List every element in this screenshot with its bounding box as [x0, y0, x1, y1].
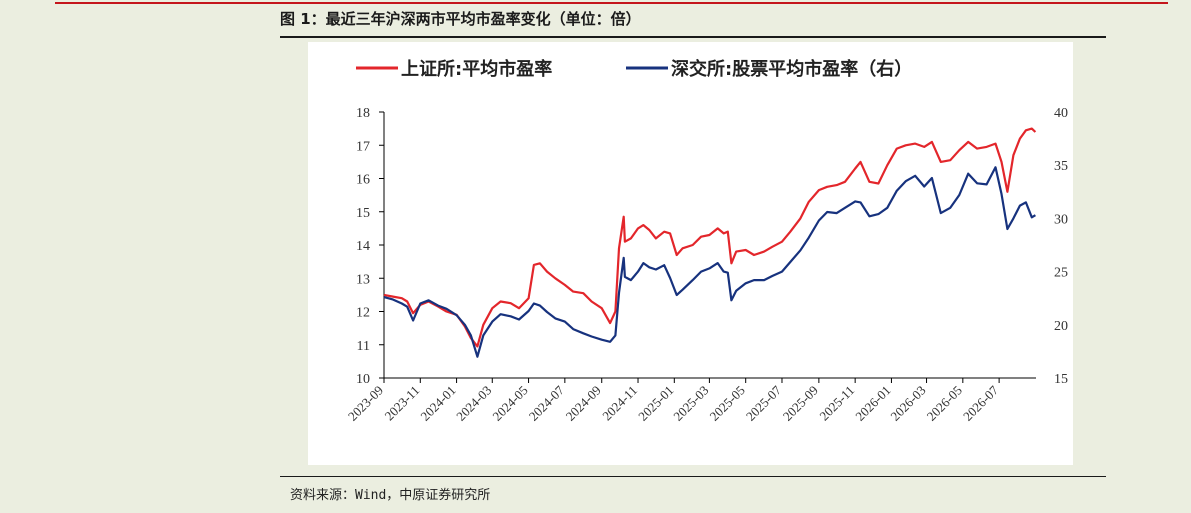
- y-right-tick-label: 40: [1054, 106, 1068, 121]
- x-tick-label: 2024-01: [417, 383, 458, 424]
- x-tick-label: 2026-01: [852, 383, 893, 424]
- x-tick-label: 2024-11: [599, 383, 640, 424]
- x-tick-label: 2024-09: [563, 383, 604, 424]
- x-tick-label: 2026-07: [960, 382, 1002, 424]
- y-left-tick-label: 12: [356, 306, 370, 321]
- y-right-tick-label: 35: [1054, 159, 1068, 174]
- x-tick-label: 2026-03: [887, 383, 928, 424]
- y-left-tick-label: 11: [357, 339, 370, 354]
- chart-panel: 上证所:平均市盈率 深交所:股票平均市盈率（右） 10 11 12 13 14 15 16 1…: [308, 42, 1073, 465]
- source-note: 资料来源：Wind，中原证券研究所: [290, 488, 491, 503]
- y-right-tick-label: 25: [1054, 266, 1068, 281]
- series-group: [383, 127, 1037, 358]
- x-tick-label: 2025-11: [816, 383, 857, 424]
- x-tick-label: 2025-09: [780, 383, 821, 424]
- axes: 1011121314151617181520253035402023-09202…: [345, 106, 1068, 424]
- x-tick-label: 2024-03: [453, 383, 494, 424]
- series-line-szse: [383, 166, 1036, 358]
- y-right-tick-label: 30: [1054, 212, 1068, 227]
- y-left-tick-label: 16: [356, 173, 370, 188]
- bottom-rule: [280, 476, 1106, 477]
- x-tick-label: 2025-03: [670, 383, 711, 424]
- x-tick-label: 2025-07: [743, 382, 785, 424]
- y-left-tick-label: 18: [356, 106, 370, 121]
- y-left-tick-label: 15: [356, 206, 370, 221]
- title-rule: [280, 36, 1106, 38]
- x-tick-label: 2024-05: [489, 383, 530, 424]
- y-right-tick-label: 15: [1054, 372, 1068, 387]
- x-tick-label: 2023-11: [381, 383, 422, 424]
- y-left-tick-label: 17: [356, 139, 370, 154]
- figure-title: 图 1：最近三年沪深两市平均市盈率变化（单位：倍）: [280, 10, 641, 28]
- x-tick-label: 2026-05: [924, 383, 965, 424]
- x-tick-label: 2025-05: [707, 383, 748, 424]
- y-left-tick-label: 10: [356, 372, 370, 387]
- x-tick-label: 2023-09: [345, 383, 386, 424]
- x-tick-label: 2025-01: [635, 383, 676, 424]
- x-tick-label: 2024-07: [526, 382, 568, 424]
- legend-label-sse: 上证所:平均市盈率: [401, 58, 552, 80]
- legend-label-szse: 深交所:股票平均市盈率（右）: [671, 58, 912, 80]
- y-left-tick-label: 14: [356, 239, 370, 254]
- series-line-sse: [383, 127, 1037, 348]
- top-red-rule: [55, 2, 1168, 4]
- y-left-tick-label: 13: [356, 272, 370, 287]
- legend: 上证所:平均市盈率 深交所:股票平均市盈率（右）: [356, 58, 912, 80]
- pe-ratio-line-chart: 上证所:平均市盈率 深交所:股票平均市盈率（右） 10 11 12 13 14 15 16 1…: [345, 58, 1068, 424]
- y-right-tick-label: 20: [1054, 319, 1068, 334]
